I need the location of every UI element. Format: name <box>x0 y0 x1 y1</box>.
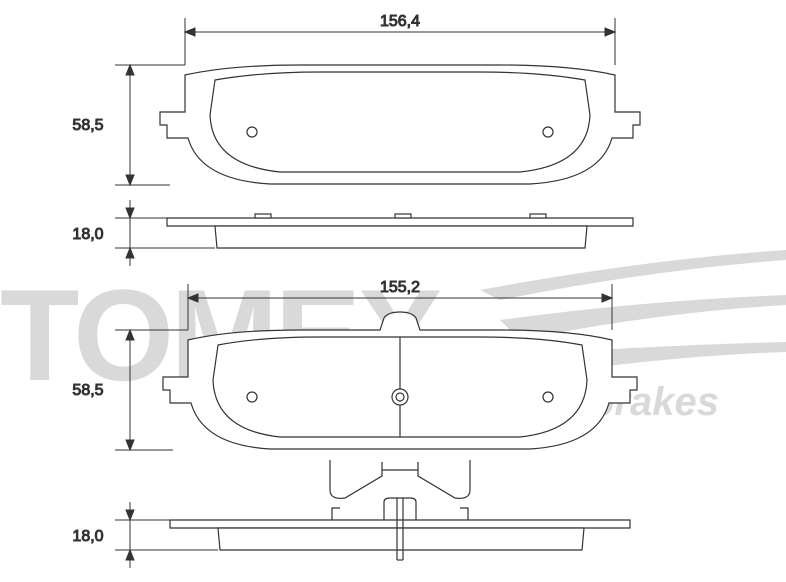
dim-thick-bottom-label: 18,0 <box>72 528 103 545</box>
dim-height-bottom-label: 58,5 <box>72 382 103 399</box>
bottom-pad-side <box>170 498 630 560</box>
top-pad-group: 156,4 58,5 <box>72 13 640 266</box>
wing-line-1 <box>480 250 786 300</box>
dim-thick-top-label: 18,0 <box>72 226 103 243</box>
dim-height-top-label: 58,5 <box>72 117 103 134</box>
dim-width-top: 156,4 <box>185 13 615 65</box>
top-pad-front <box>160 65 640 184</box>
dim-thick-top: 18,0 <box>72 200 215 266</box>
dim-width-bottom-label: 155,2 <box>380 279 420 296</box>
top-pad-side <box>167 214 633 248</box>
bottom-pad-clip <box>330 460 470 498</box>
dim-thick-bottom: 18,0 <box>72 502 218 568</box>
bottom-pad-front <box>163 312 637 449</box>
dim-width-top-label: 156,4 <box>380 13 420 30</box>
